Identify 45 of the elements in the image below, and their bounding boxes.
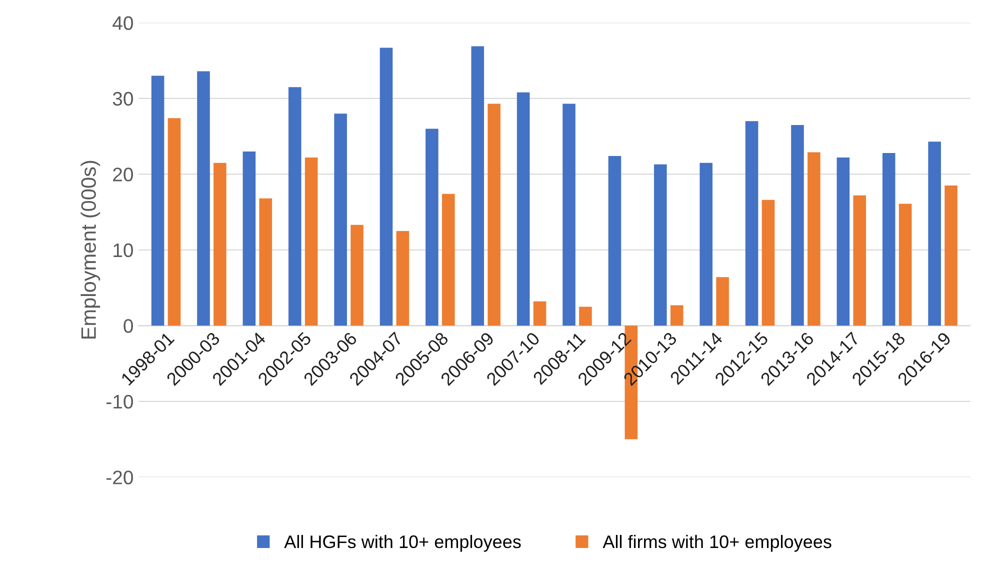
bar <box>791 124 804 326</box>
bar <box>944 186 958 326</box>
y-tick-label: 20 <box>113 168 133 182</box>
bar <box>533 301 546 326</box>
y-tick-label: 0 <box>124 319 133 333</box>
bar <box>471 46 484 326</box>
bar <box>836 158 850 326</box>
y-tick-label: -10 <box>106 394 133 409</box>
bar <box>334 114 347 326</box>
bar <box>197 71 210 326</box>
bar <box>259 198 272 326</box>
bar <box>898 204 912 326</box>
bar <box>380 48 393 326</box>
y-tick-label: 30 <box>112 92 133 106</box>
bar <box>562 104 576 326</box>
bar <box>745 121 758 326</box>
bar <box>426 128 438 326</box>
bar <box>700 162 712 326</box>
bar <box>579 306 592 326</box>
bar <box>762 200 775 326</box>
bar <box>716 277 729 326</box>
bar <box>608 156 622 326</box>
legend-label: All HGFs with 10+ employees <box>284 534 521 552</box>
y-tick-label: 40 <box>112 16 133 30</box>
bar <box>928 142 941 326</box>
bar <box>654 164 667 326</box>
y-tick-label: -20 <box>106 470 133 484</box>
bar <box>670 305 684 326</box>
bar <box>304 158 318 326</box>
bar <box>350 224 364 326</box>
y-tick-label: 10 <box>114 243 133 258</box>
bar <box>882 152 896 326</box>
bar <box>242 151 256 326</box>
bar <box>288 87 302 326</box>
bar <box>853 195 866 326</box>
bar <box>516 92 530 326</box>
y-axis-title: Employment (000s) <box>80 160 100 339</box>
bar <box>808 152 820 326</box>
bar <box>214 162 226 326</box>
bar <box>151 76 164 326</box>
bar <box>488 104 500 326</box>
bar <box>442 194 455 326</box>
bar <box>168 118 181 326</box>
legend-label: All firms with 10+ employees <box>602 534 832 552</box>
bar <box>396 230 410 326</box>
